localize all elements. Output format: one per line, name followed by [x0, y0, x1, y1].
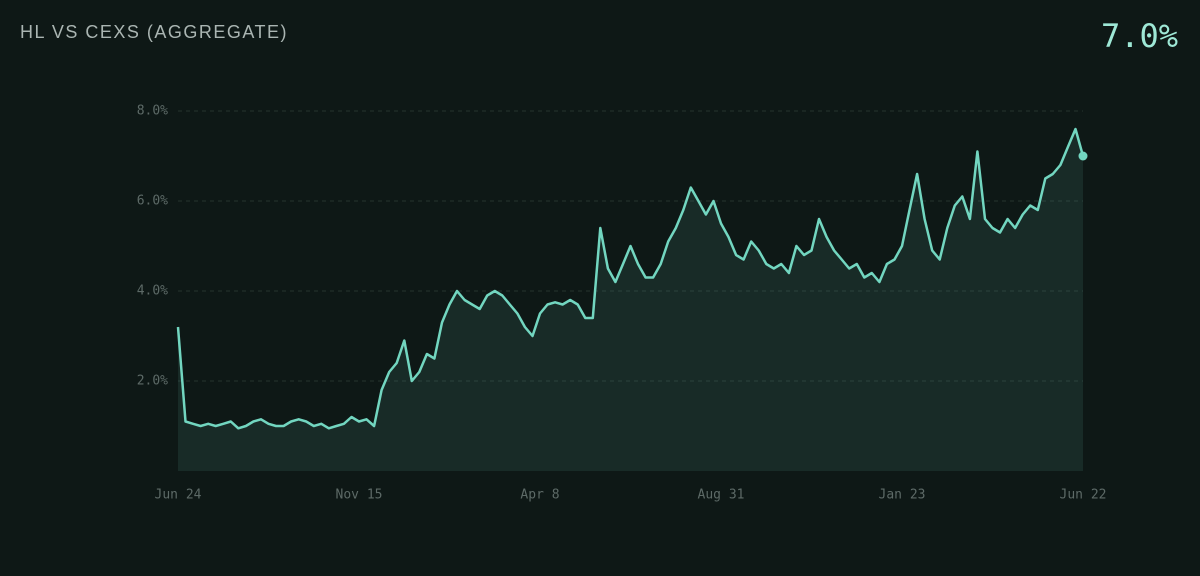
x-tick-label: Apr 8 [520, 488, 559, 503]
y-tick-label: 6.0% [137, 194, 168, 209]
y-tick-label: 4.0% [137, 284, 168, 299]
y-tick-label: 2.0% [137, 374, 168, 389]
area [178, 129, 1083, 471]
x-tick-label: Jan 23 [879, 488, 926, 503]
end-dot [1078, 151, 1088, 161]
x-tick-label: Aug 31 [698, 488, 745, 503]
chart-title: HL VS CEXS (AGGREGATE) [20, 22, 288, 42]
x-tick-label: Nov 15 [336, 488, 383, 503]
current-value: 7.0% [1101, 17, 1178, 55]
x-tick-label: Jun 24 [155, 488, 202, 503]
y-tick-label: 8.0% [137, 104, 168, 119]
x-tick-label: Jun 22 [1060, 488, 1107, 503]
line [176, 127, 1085, 430]
